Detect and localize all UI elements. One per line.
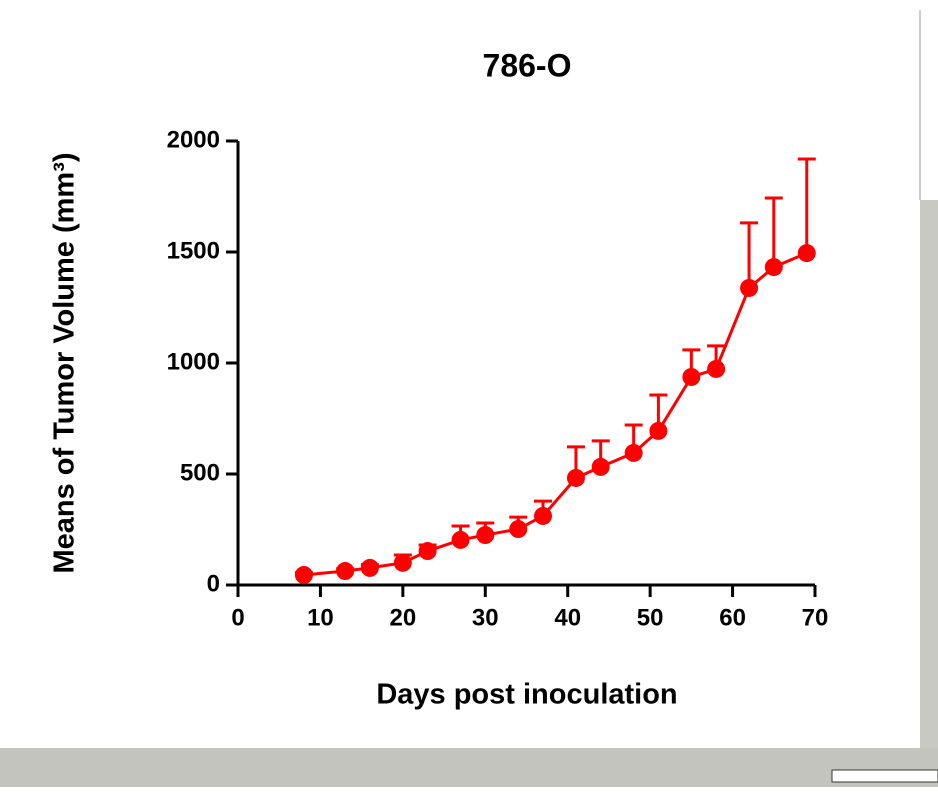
- data-point: [797, 244, 816, 263]
- x-axis-label: Days post inoculation: [376, 679, 677, 711]
- data-point: [740, 278, 759, 297]
- data-point: [418, 542, 437, 561]
- y-tick-label: 0: [207, 570, 220, 597]
- data-point: [707, 359, 726, 378]
- data-line: [303, 251, 808, 577]
- y-tick-label: 500: [180, 459, 220, 486]
- data-point: [649, 421, 668, 440]
- data-point: [360, 558, 379, 577]
- data-point: [533, 506, 552, 525]
- x-tick-label: 60: [719, 604, 746, 631]
- x-tick-label: 0: [231, 604, 244, 631]
- x-tick-label: 40: [554, 604, 581, 631]
- data-point: [764, 258, 783, 277]
- x-tick-label: 10: [307, 604, 334, 631]
- y-tick-label: 2000: [167, 126, 220, 153]
- x-tick-label: 30: [472, 604, 499, 631]
- data-point: [451, 530, 470, 549]
- data-point: [682, 367, 701, 386]
- y-tick-label: 1000: [167, 348, 220, 375]
- error-bar: [797, 157, 816, 254]
- error-bar: [764, 196, 783, 268]
- scale-box: [831, 769, 938, 783]
- data-point: [509, 520, 528, 539]
- x-tick-label: 50: [637, 604, 664, 631]
- x-tick-label: 20: [390, 604, 417, 631]
- y-axis-label: Means of Tumor Volume (mm³): [49, 152, 81, 573]
- data-point: [336, 562, 355, 581]
- data-point: [393, 553, 412, 572]
- y-tick-label: 1500: [167, 237, 220, 264]
- data-point: [294, 566, 313, 585]
- background-image: [920, 200, 938, 748]
- error-bar: [740, 221, 759, 288]
- data-point: [566, 468, 585, 487]
- chart-title: 786-O: [483, 47, 572, 83]
- data-point: [476, 526, 495, 545]
- data-point: [624, 443, 643, 462]
- background-image: [0, 748, 938, 787]
- data-point: [591, 457, 610, 476]
- x-tick-label: 70: [802, 604, 829, 631]
